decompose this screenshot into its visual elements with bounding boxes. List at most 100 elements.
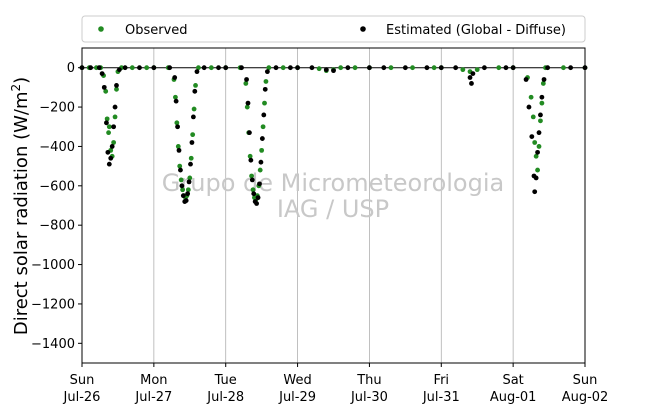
x-tick-label-day: Sun <box>70 373 95 388</box>
data-point <box>540 81 546 86</box>
data-point <box>167 65 173 71</box>
data-point <box>88 65 94 71</box>
data-point <box>180 187 186 193</box>
data-point <box>103 88 109 94</box>
data-point <box>541 77 547 82</box>
data-point <box>114 83 119 88</box>
data-point <box>526 104 532 110</box>
data-point <box>287 65 293 71</box>
data-point <box>112 104 118 110</box>
legend-label-estimated: Estimated (Global - Diffuse) <box>386 23 566 38</box>
y-tick-label: −800 <box>39 219 75 234</box>
x-tick-label-date: Jul-31 <box>422 390 460 405</box>
data-point <box>533 175 539 181</box>
data-point <box>381 65 387 71</box>
x-tick-label-date: Jul-27 <box>134 390 172 405</box>
data-point <box>309 65 315 71</box>
data-point <box>191 106 197 112</box>
x-tick-label-date: Jul-26 <box>63 390 101 405</box>
data-point <box>189 140 195 145</box>
data-point <box>352 65 358 71</box>
data-point <box>254 201 260 206</box>
data-point <box>188 161 193 167</box>
data-point <box>187 175 193 181</box>
x-tick-label-day: Sun <box>573 373 598 388</box>
data-point <box>243 81 249 86</box>
data-point <box>431 65 437 71</box>
series-1 <box>79 65 588 206</box>
data-point <box>106 161 112 167</box>
data-point <box>255 195 261 201</box>
data-point <box>260 124 266 130</box>
data-point <box>178 167 183 173</box>
data-point <box>173 94 178 100</box>
data-point <box>176 147 182 153</box>
data-point <box>144 65 150 71</box>
data-point <box>104 120 109 126</box>
legend-marker-estimated <box>360 26 366 32</box>
data-point <box>539 100 545 106</box>
data-point <box>216 65 221 71</box>
data-point <box>245 100 251 106</box>
data-point <box>264 69 270 75</box>
data-point <box>331 68 336 74</box>
data-point <box>262 86 268 92</box>
data-point <box>539 94 545 100</box>
data-point <box>266 65 272 71</box>
data-point <box>469 81 474 86</box>
data-point <box>510 65 516 71</box>
data-point <box>112 114 118 120</box>
x-tick-label-date: Jul-30 <box>350 390 388 405</box>
data-point <box>173 98 179 104</box>
data-point <box>538 112 543 118</box>
data-points <box>79 65 588 206</box>
data-point <box>183 198 189 203</box>
data-point <box>538 118 543 124</box>
data-point <box>257 167 263 173</box>
data-point <box>523 77 529 82</box>
data-point <box>188 155 194 161</box>
x-tick-label-day: Sat <box>502 373 523 388</box>
x-tick-label-day: Wed <box>283 373 311 388</box>
y-axis: 0 −200 −400 −600 −800 −1000 −1200 −1400 <box>31 61 82 352</box>
plot-frame <box>81 47 586 364</box>
x-axis: Sun Jul-26 Mon Jul-27 Tue Jul-28 Wed Jul-29 Thu J… <box>63 363 609 405</box>
data-point <box>249 177 255 183</box>
data-point <box>561 65 566 71</box>
data-point <box>263 79 269 84</box>
data-point <box>151 65 157 71</box>
data-point <box>247 130 252 136</box>
legend-marker-observed <box>98 26 104 32</box>
data-point <box>249 173 254 179</box>
data-point <box>257 181 262 187</box>
data-point <box>503 65 509 71</box>
data-point <box>295 65 300 71</box>
x-tick-label-date: Jul-28 <box>206 390 244 405</box>
data-point <box>190 114 196 120</box>
data-point <box>175 124 180 130</box>
watermark-line-2: IAG / USP <box>277 195 389 223</box>
data-point <box>545 65 551 71</box>
data-point <box>194 69 200 75</box>
data-point <box>105 149 111 155</box>
x-tick-label-date: Jul-29 <box>278 390 316 405</box>
y-tick-label: 0 <box>67 61 75 76</box>
data-point <box>261 112 267 118</box>
data-point <box>239 65 244 71</box>
y-tick-label: −1200 <box>31 297 75 312</box>
data-point <box>109 144 115 149</box>
data-point <box>316 66 322 72</box>
data-point <box>529 134 535 139</box>
data-point <box>323 67 329 73</box>
data-point <box>111 140 117 145</box>
data-point <box>250 187 256 193</box>
data-point <box>536 144 542 149</box>
legend: Observed Estimated (Global - Diffuse) <box>81 15 586 43</box>
data-point <box>111 124 117 130</box>
data-point <box>108 155 114 161</box>
x-tick-label-date: Aug-02 <box>562 390 609 405</box>
data-point <box>174 120 180 126</box>
data-point <box>410 65 415 71</box>
data-point <box>177 163 183 169</box>
